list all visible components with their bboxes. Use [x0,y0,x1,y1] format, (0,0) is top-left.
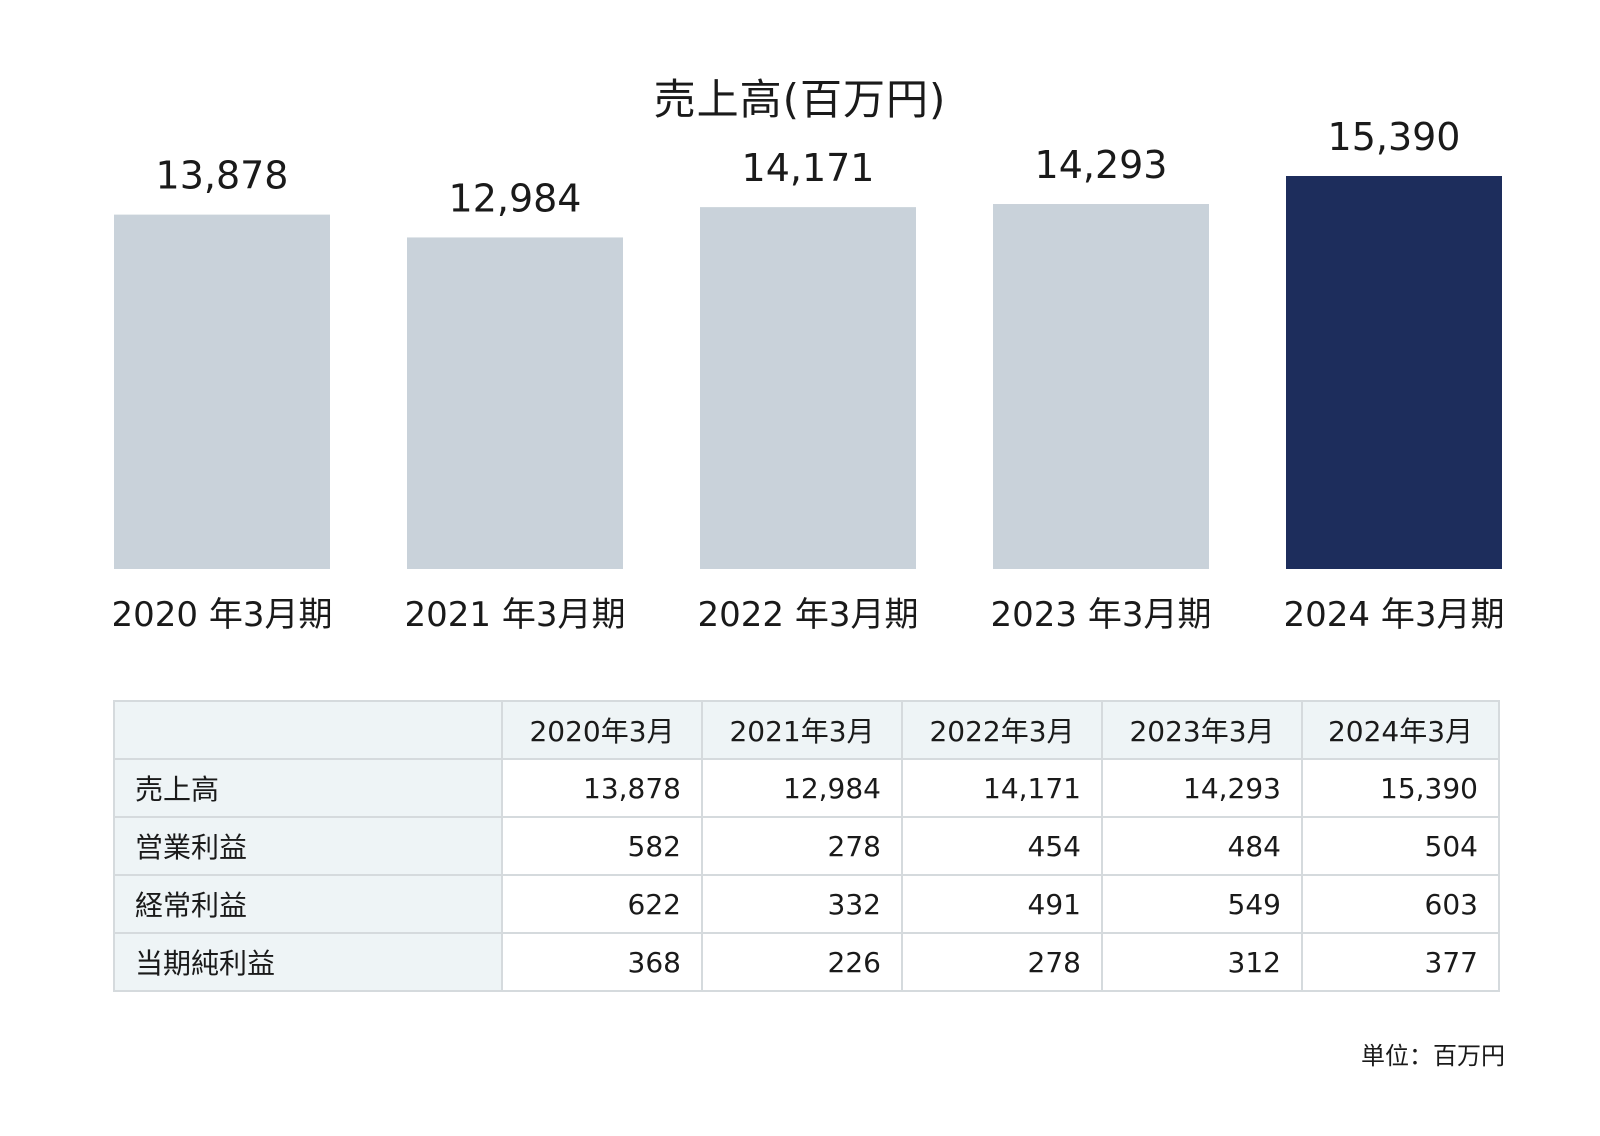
header-cell-2022: 2022年3月 [901,700,1103,760]
bar-4 [1286,176,1502,569]
table-cell: 491 [901,874,1103,934]
bar-chart: 13,878 2020 年3月期 12,984 2021 年3月期 14,171 2022… [112,115,1505,635]
chart-title: 売上高(百万円) [653,75,947,124]
header-cell-blank [113,700,503,760]
table-cell: 454 [901,816,1103,876]
table-cell: 332 [701,874,903,934]
financial-table: 2020年3月 2021年3月 2022年3月 2023年3月 2024年3月 … [113,700,1500,992]
table-row: 経常利益 622 332 491 549 603 [113,874,1500,934]
bar-value-label: 14,293 [1035,143,1168,187]
table-cell: 14,171 [901,758,1103,818]
table-cell: 484 [1101,816,1303,876]
header-cell-2024: 2024年3月 [1301,700,1500,760]
category-label: 2022 年3月期 [698,595,919,635]
table-cell: 15,390 [1301,758,1500,818]
table-cell: 12,984 [701,758,903,818]
table-cell: 312 [1101,932,1303,992]
table-row: 当期純利益 368 226 278 312 377 [113,932,1500,992]
category-label: 2023 年3月期 [991,595,1212,635]
category-label: 2024 年3月期 [1284,595,1505,635]
bar-1 [407,237,623,570]
bar-2 [700,207,916,569]
bar-value-label: 12,984 [449,176,582,220]
table-cell: 368 [501,932,703,992]
category-label: 2021 年3月期 [405,595,626,635]
category-label: 2020 年3月期 [112,595,333,635]
bar-value-label: 14,171 [742,146,875,190]
table-cell: 278 [701,816,903,876]
bar-3 [993,204,1209,569]
bar-value-label: 13,878 [156,154,289,198]
row-label-operating-profit: 営業利益 [113,816,503,876]
table-cell: 14,293 [1101,758,1303,818]
bar-value-label: 15,390 [1328,115,1461,159]
bar-0 [114,214,330,569]
table-cell: 549 [1101,874,1303,934]
table-cell: 226 [701,932,903,992]
header-cell-2023: 2023年3月 [1101,700,1303,760]
table-cell: 278 [901,932,1103,992]
row-label-ordinary-profit: 経常利益 [113,874,503,934]
table-cell: 582 [501,816,703,876]
row-label-sales: 売上高 [113,758,503,818]
row-label-net-income: 当期純利益 [113,932,503,992]
unit-note: 単位：百万円 [1361,1042,1505,1070]
table-cell: 13,878 [501,758,703,818]
table-cell: 622 [501,874,703,934]
table-cell: 504 [1301,816,1500,876]
header-cell-2021: 2021年3月 [701,700,903,760]
table-header-row: 2020年3月 2021年3月 2022年3月 2023年3月 2024年3月 [113,700,1500,760]
table-cell: 603 [1301,874,1500,934]
header-cell-2020: 2020年3月 [501,700,703,760]
table-cell: 377 [1301,932,1500,992]
table-row: 売上高 13,878 12,984 14,171 14,293 15,390 [113,758,1500,818]
table-row: 営業利益 582 278 454 484 504 [113,816,1500,876]
